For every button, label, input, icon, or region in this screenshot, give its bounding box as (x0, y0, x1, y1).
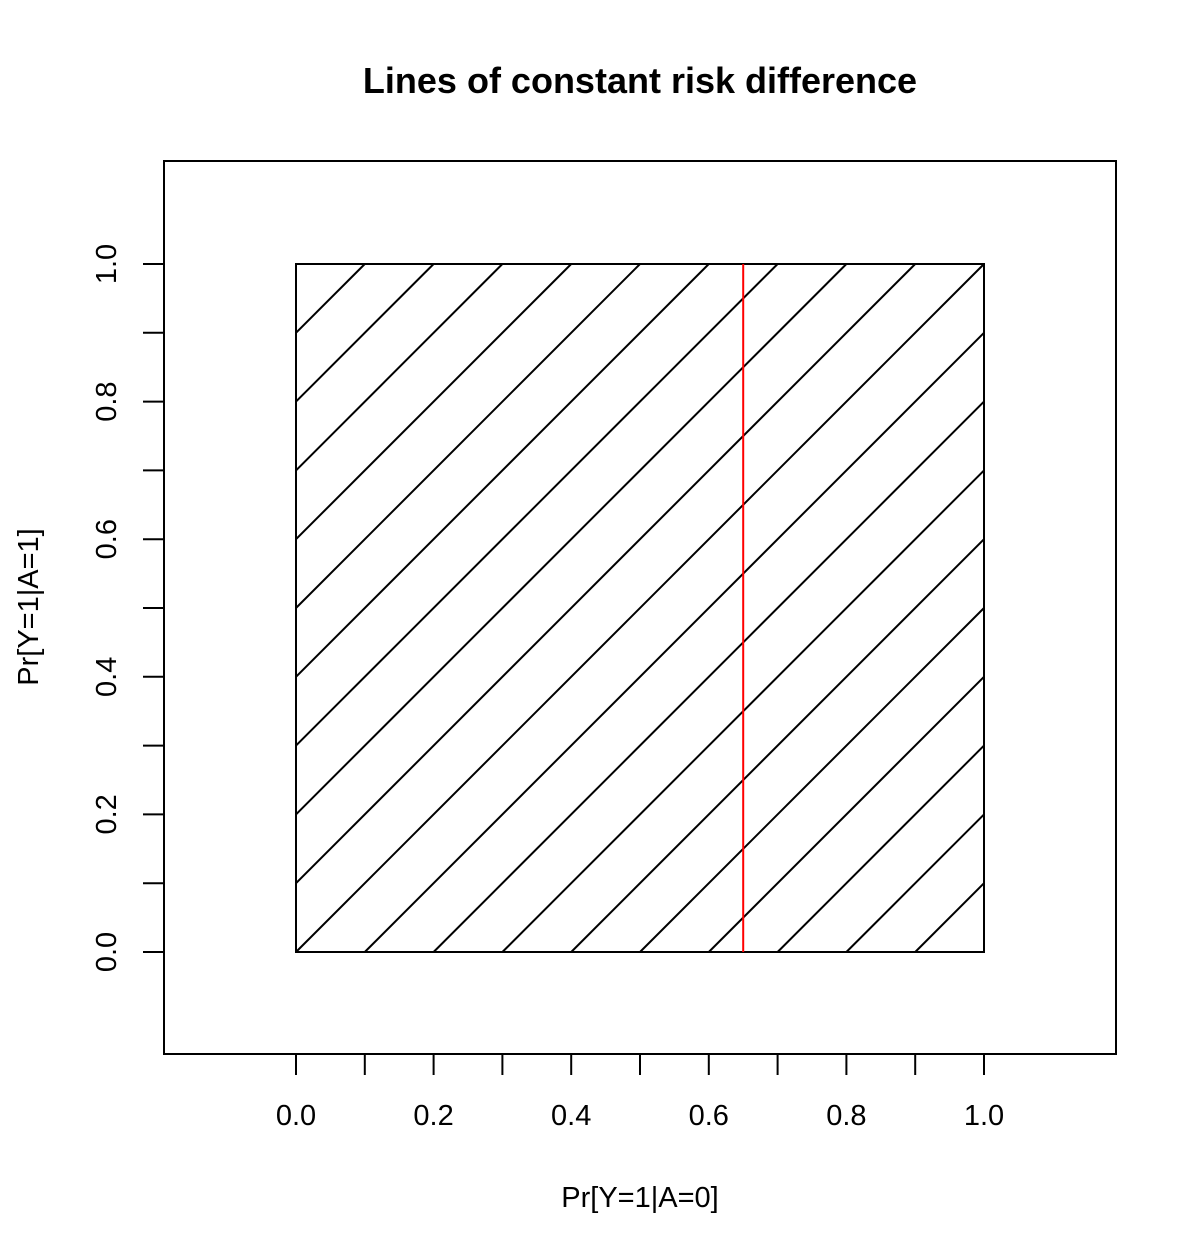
risk-difference-line (364, 332, 985, 953)
plot-area (295, 263, 985, 953)
risk-difference-line (295, 263, 572, 540)
risk-difference-line (639, 607, 985, 953)
risk-difference-line (295, 263, 641, 609)
y-axis-label: Pr[Y=1|A=1] (13, 528, 45, 685)
risk-difference-line (845, 813, 985, 953)
risk-difference-line (295, 263, 710, 678)
y-tick-label: 0.8 (91, 381, 123, 421)
risk-difference-line (295, 263, 366, 334)
y-tick-label: 0.4 (91, 657, 123, 697)
y-tick-label: 1.0 (91, 244, 123, 284)
y-tick-label: 0.2 (91, 794, 123, 834)
y-axis: 0.0 0.2 0.4 0.6 0.8 1.0 (91, 244, 164, 972)
risk-difference-line (432, 400, 985, 953)
risk-difference-line (295, 263, 504, 472)
x-tick-label: 0.2 (413, 1100, 453, 1132)
x-tick-label: 0.6 (689, 1100, 729, 1132)
risk-difference-line (570, 538, 985, 953)
risk-difference-line (295, 263, 848, 816)
y-tick-label: 0.6 (91, 519, 123, 559)
risk-difference-line (295, 263, 916, 884)
risk-difference-line (776, 744, 985, 953)
x-axis: 0.0 0.2 0.4 0.6 0.8 1.0 (276, 1054, 1004, 1132)
x-tick-label: 0.0 (276, 1100, 316, 1132)
x-tick-label: 1.0 (964, 1100, 1004, 1132)
x-tick-label: 0.4 (551, 1100, 591, 1132)
risk-difference-line (914, 882, 985, 953)
chart-title: Lines of constant risk difference (363, 60, 917, 101)
risk-difference-line (708, 676, 985, 953)
risk-difference-line (295, 263, 779, 747)
risk-difference-line (295, 263, 985, 953)
risk-difference-line (295, 263, 435, 403)
x-tick-label: 0.8 (826, 1100, 866, 1132)
y-tick-label: 0.0 (91, 932, 123, 972)
x-axis-label: Pr[Y=1|A=0] (561, 1182, 718, 1214)
